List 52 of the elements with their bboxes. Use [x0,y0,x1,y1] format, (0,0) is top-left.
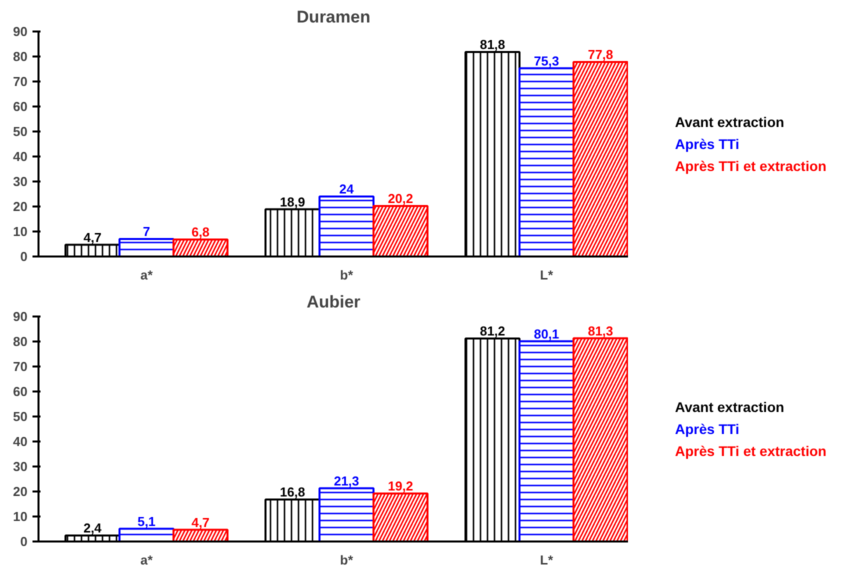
y-tick-label: 0 [20,249,28,264]
y-tick-label: 10 [13,224,28,239]
y-tick-label: 40 [13,434,28,449]
y-tick-label: 10 [13,509,28,524]
data-label: 6,8 [191,224,210,240]
y-tick-label: 90 [13,24,28,39]
y-tick-label: 80 [13,49,28,64]
text: Avant extraction [675,399,784,415]
y-tick-label: 40 [13,149,28,164]
x-tick-label: L* [540,268,554,282]
data-label: 19,2 [388,478,414,494]
data-label: 81,8 [480,37,506,52]
data-label: 81,2 [480,324,506,338]
y-tick-label: 30 [13,174,28,189]
chart-title: Duramen [296,8,370,26]
x-tick-label: b* [340,552,354,568]
y-tick-label: 50 [13,409,28,424]
data-label: 20,2 [388,191,414,206]
y-tick-label: 0 [20,534,28,549]
data-label: 18,9 [280,194,306,210]
text: Après TTi [675,421,740,437]
text: Après TTi et extraction [675,443,826,459]
data-label: 16,8 [280,484,306,500]
x-tick-label: a* [140,552,154,568]
chart-title: Aubier [306,292,361,312]
data-label: 75,3 [534,53,560,68]
y-tick-label: 90 [13,309,28,324]
text: Après TTi et extraction [675,158,826,174]
data-label: 21,3 [334,473,360,488]
y-tick-label: 20 [13,199,28,214]
x-tick-label: a* [140,268,154,282]
data-label: 4,7 [191,514,210,530]
y-tick-label: 60 [13,99,28,114]
y-tick-label: 70 [13,359,28,374]
data-label: 81,3 [588,323,614,338]
y-tick-label: 30 [13,459,28,474]
y-tick-label: 60 [13,384,28,399]
y-tick-label: 80 [13,334,28,349]
data-label: 7 [142,224,150,239]
x-tick-label: b* [340,268,354,282]
data-label: 80,1 [534,326,560,342]
y-tick-label: 50 [13,124,28,139]
data-label: 2,4 [83,520,102,536]
text: Après TTi [675,136,740,152]
data-label: 77,8 [588,47,614,62]
data-label: 5,1 [137,514,156,529]
data-label: 24 [339,182,354,196]
x-tick-label: L* [540,552,554,568]
data-label: 4,7 [83,230,102,245]
y-tick-label: 70 [13,74,28,89]
text: Avant extraction [675,114,784,130]
y-tick-label: 20 [13,484,28,499]
